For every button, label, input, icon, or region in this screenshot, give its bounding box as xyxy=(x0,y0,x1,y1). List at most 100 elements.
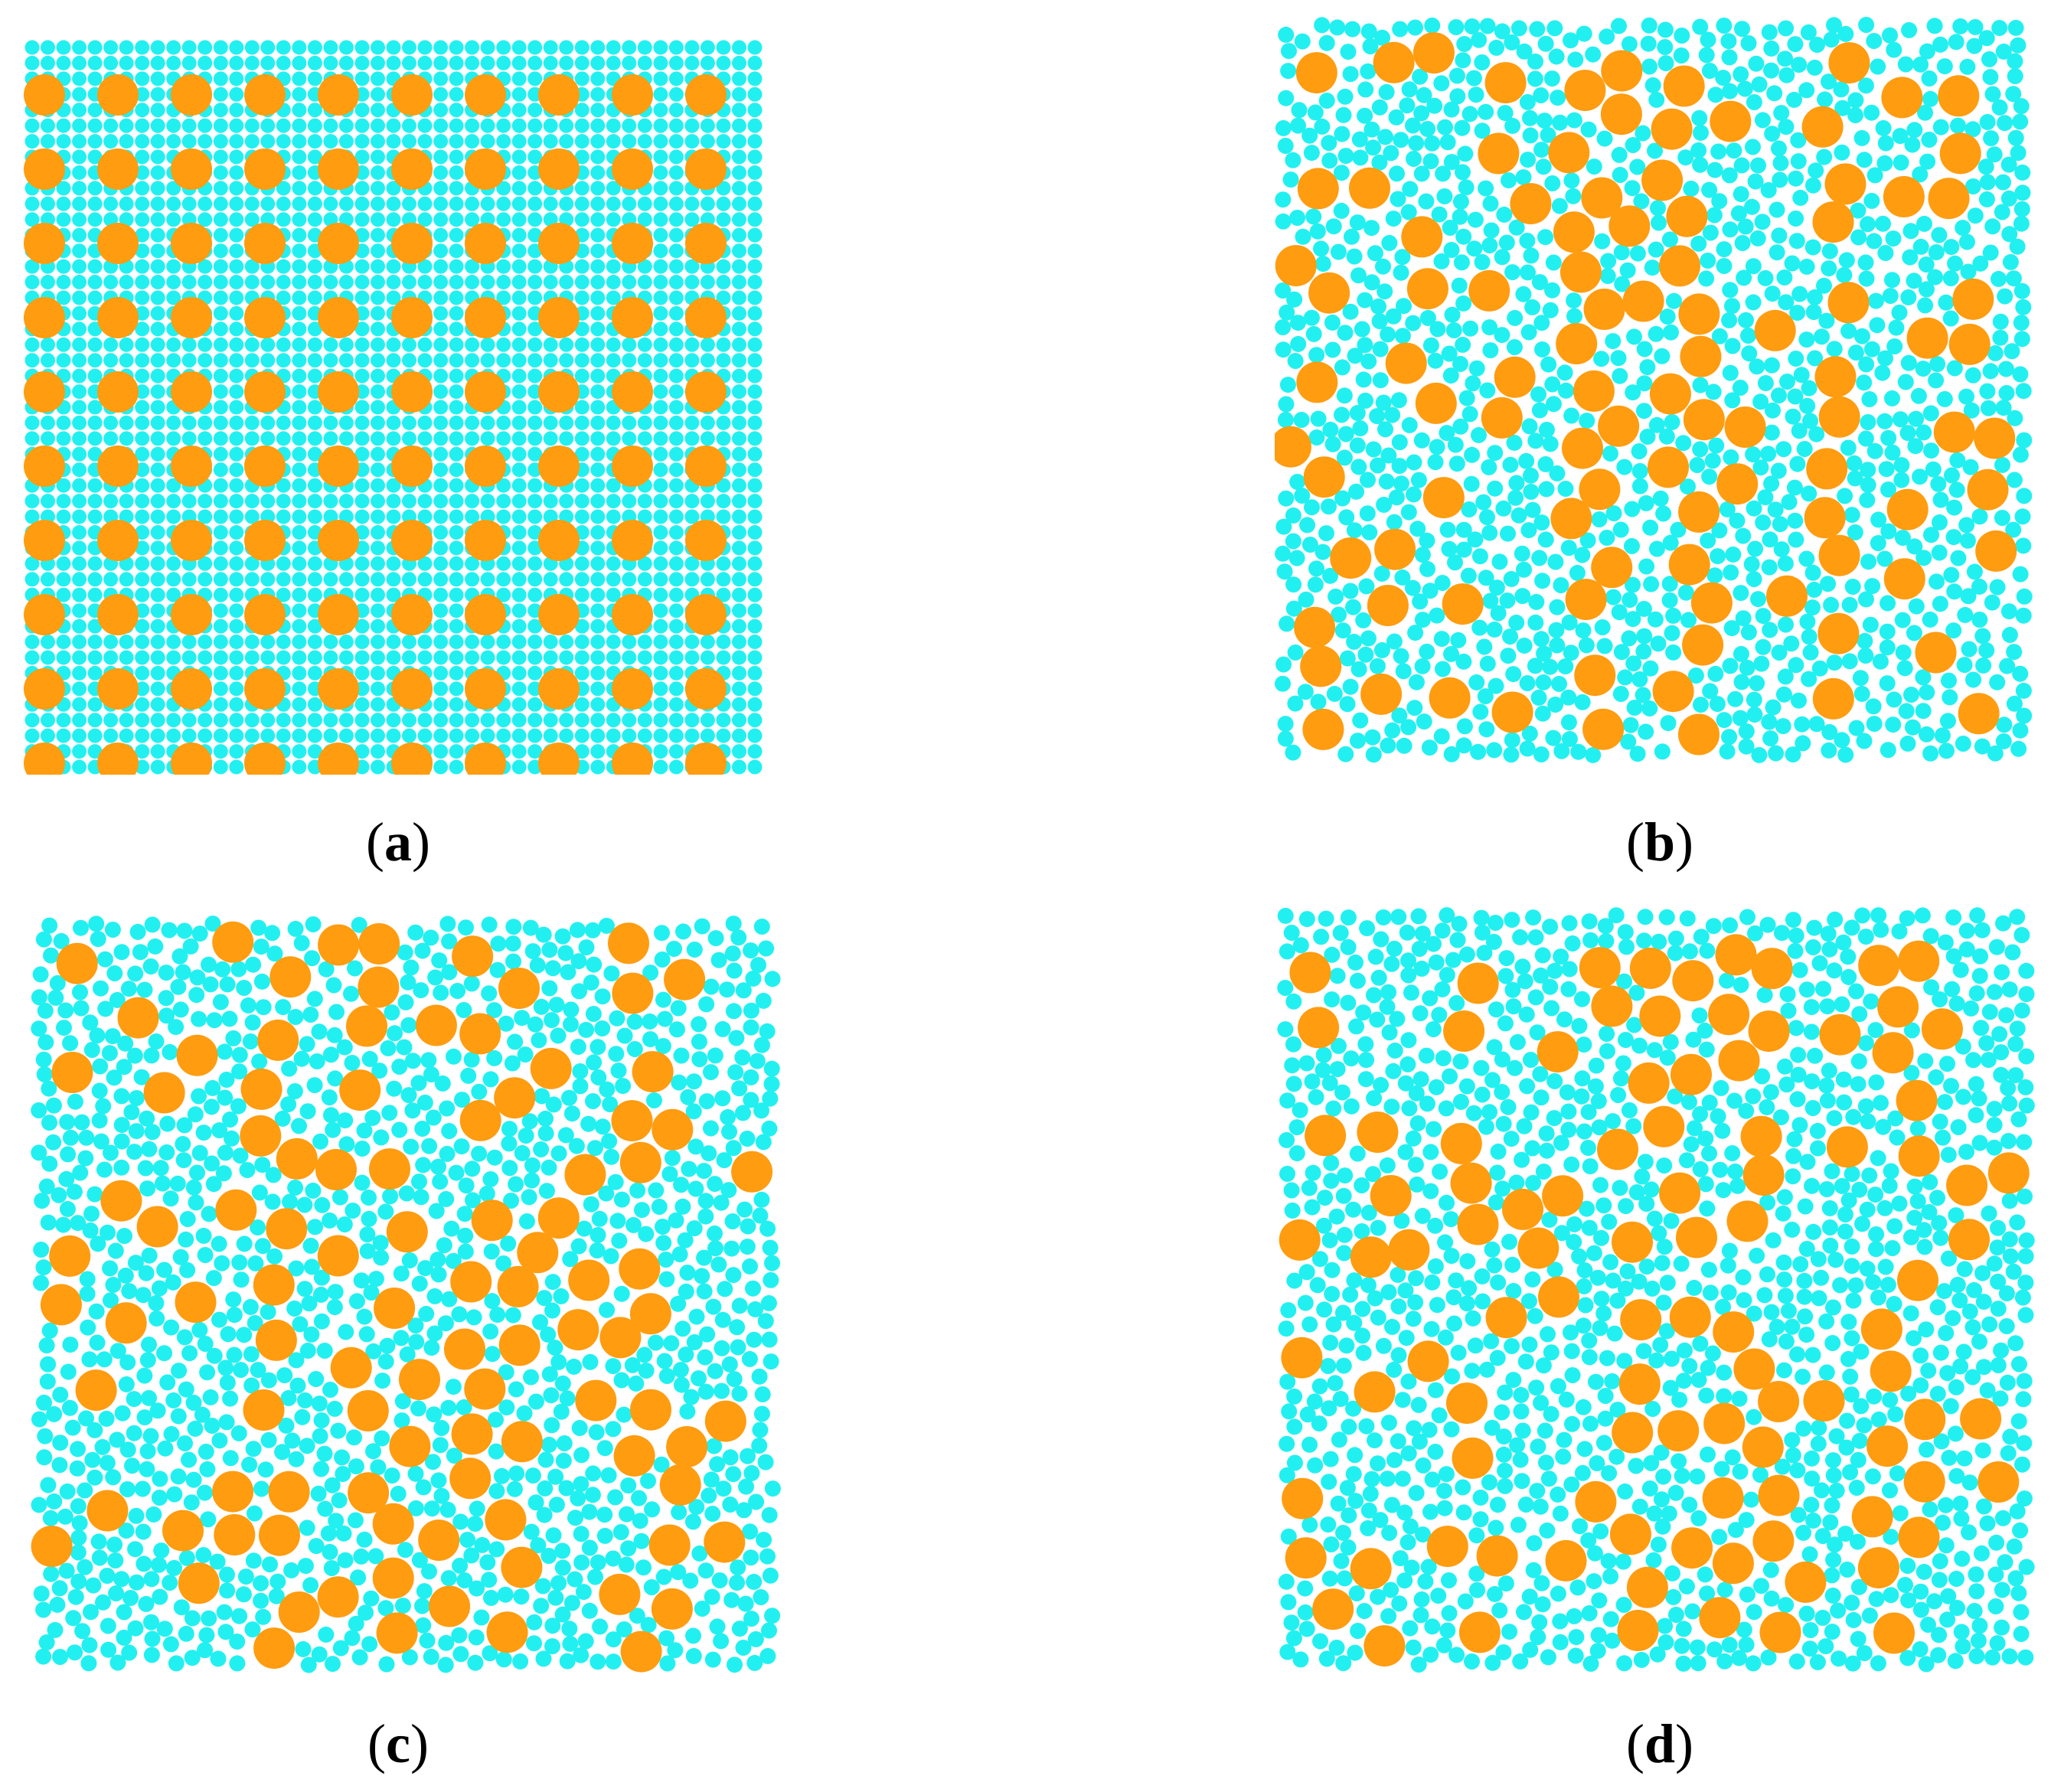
small-particle xyxy=(276,181,291,196)
small-particle xyxy=(1989,579,2006,596)
small-particle xyxy=(1377,421,1393,438)
small-particle xyxy=(139,1352,156,1369)
small-particle xyxy=(753,1191,770,1208)
small-particle xyxy=(1620,733,1637,750)
small-particle xyxy=(1676,1342,1693,1359)
small-particle xyxy=(1857,254,1874,271)
small-particle xyxy=(87,415,103,430)
small-particle xyxy=(301,1295,318,1312)
small-particle xyxy=(1722,364,1739,381)
large-particle xyxy=(685,743,727,775)
small-particle xyxy=(653,728,668,743)
large-particle xyxy=(1814,356,1857,398)
small-particle xyxy=(1504,264,1520,281)
small-particle xyxy=(56,134,71,149)
large-particle xyxy=(171,594,212,635)
small-particle xyxy=(1936,58,1953,75)
small-particle xyxy=(402,635,416,649)
small-particle xyxy=(1771,645,1788,661)
small-particle xyxy=(1850,229,1867,246)
small-particle xyxy=(150,275,165,289)
small-particle xyxy=(1741,345,1758,362)
small-particle xyxy=(1533,315,1550,331)
small-particle xyxy=(292,305,307,321)
small-particle xyxy=(1752,459,1769,476)
small-particle xyxy=(1527,70,1543,87)
small-particle xyxy=(1805,304,1822,321)
small-particle xyxy=(1526,1535,1543,1552)
small-particle xyxy=(1405,117,1421,134)
small-particle xyxy=(1868,1226,1885,1242)
large-particle xyxy=(75,1369,117,1412)
small-particle xyxy=(338,337,354,352)
small-particle xyxy=(632,1513,648,1529)
small-particle xyxy=(213,446,228,462)
small-particle xyxy=(1978,30,1995,47)
small-particle xyxy=(1362,38,1379,54)
small-particle xyxy=(260,118,276,133)
small-particle xyxy=(386,40,401,55)
small-particle xyxy=(1422,153,1439,170)
small-particle xyxy=(282,1193,299,1210)
small-particle xyxy=(371,540,385,556)
small-particle xyxy=(463,975,480,992)
large-particle xyxy=(538,74,580,116)
small-particle xyxy=(72,650,87,665)
small-particle xyxy=(723,1591,740,1608)
small-particle xyxy=(716,212,731,227)
large-particle xyxy=(1806,448,1848,490)
small-particle xyxy=(139,1461,155,1477)
small-particle xyxy=(527,650,543,665)
small-particle xyxy=(87,650,103,665)
small-particle xyxy=(417,635,433,649)
small-particle xyxy=(1989,674,2006,690)
small-particle xyxy=(1826,654,1843,671)
small-particle xyxy=(135,1523,152,1540)
small-particle xyxy=(527,619,543,634)
small-particle xyxy=(732,665,746,681)
small-particle xyxy=(254,1238,271,1255)
small-particle xyxy=(107,1242,124,1259)
small-particle xyxy=(1579,413,1595,429)
small-particle xyxy=(347,960,363,977)
small-particle xyxy=(1286,1454,1303,1471)
small-particle xyxy=(463,1547,480,1564)
small-particle xyxy=(229,55,244,70)
large-particle xyxy=(1297,168,1339,210)
small-particle xyxy=(166,478,181,493)
small-particle xyxy=(1808,162,1824,179)
small-particle xyxy=(711,1572,728,1588)
small-particle xyxy=(1277,730,1294,747)
small-particle xyxy=(1626,328,1642,345)
small-particle xyxy=(371,55,385,70)
small-particle xyxy=(260,1372,277,1389)
small-particle xyxy=(106,1536,123,1553)
small-particle xyxy=(574,290,589,305)
small-particle xyxy=(213,619,228,634)
small-particle xyxy=(511,462,527,478)
small-particle xyxy=(1579,1200,1595,1217)
small-particle xyxy=(1364,274,1380,291)
small-particle xyxy=(97,1000,114,1017)
small-particle xyxy=(41,572,55,587)
small-particle xyxy=(1537,35,1554,52)
small-particle xyxy=(495,1651,512,1668)
small-particle xyxy=(178,1549,195,1566)
small-particle xyxy=(460,1067,477,1084)
small-particle xyxy=(135,650,150,665)
small-particle xyxy=(58,1562,75,1579)
small-particle xyxy=(524,1157,541,1173)
small-particle xyxy=(128,1123,145,1140)
small-particle xyxy=(213,713,228,728)
small-particle xyxy=(70,1529,87,1546)
small-particle xyxy=(606,118,621,133)
small-particle xyxy=(338,713,354,728)
small-particle xyxy=(428,1203,445,1219)
small-particle xyxy=(653,540,668,556)
small-particle xyxy=(219,1374,236,1391)
small-particle xyxy=(638,1363,655,1379)
small-particle xyxy=(1657,21,1674,38)
small-particle xyxy=(2004,343,2020,360)
small-particle xyxy=(1738,312,1754,328)
large-particle xyxy=(612,297,653,338)
